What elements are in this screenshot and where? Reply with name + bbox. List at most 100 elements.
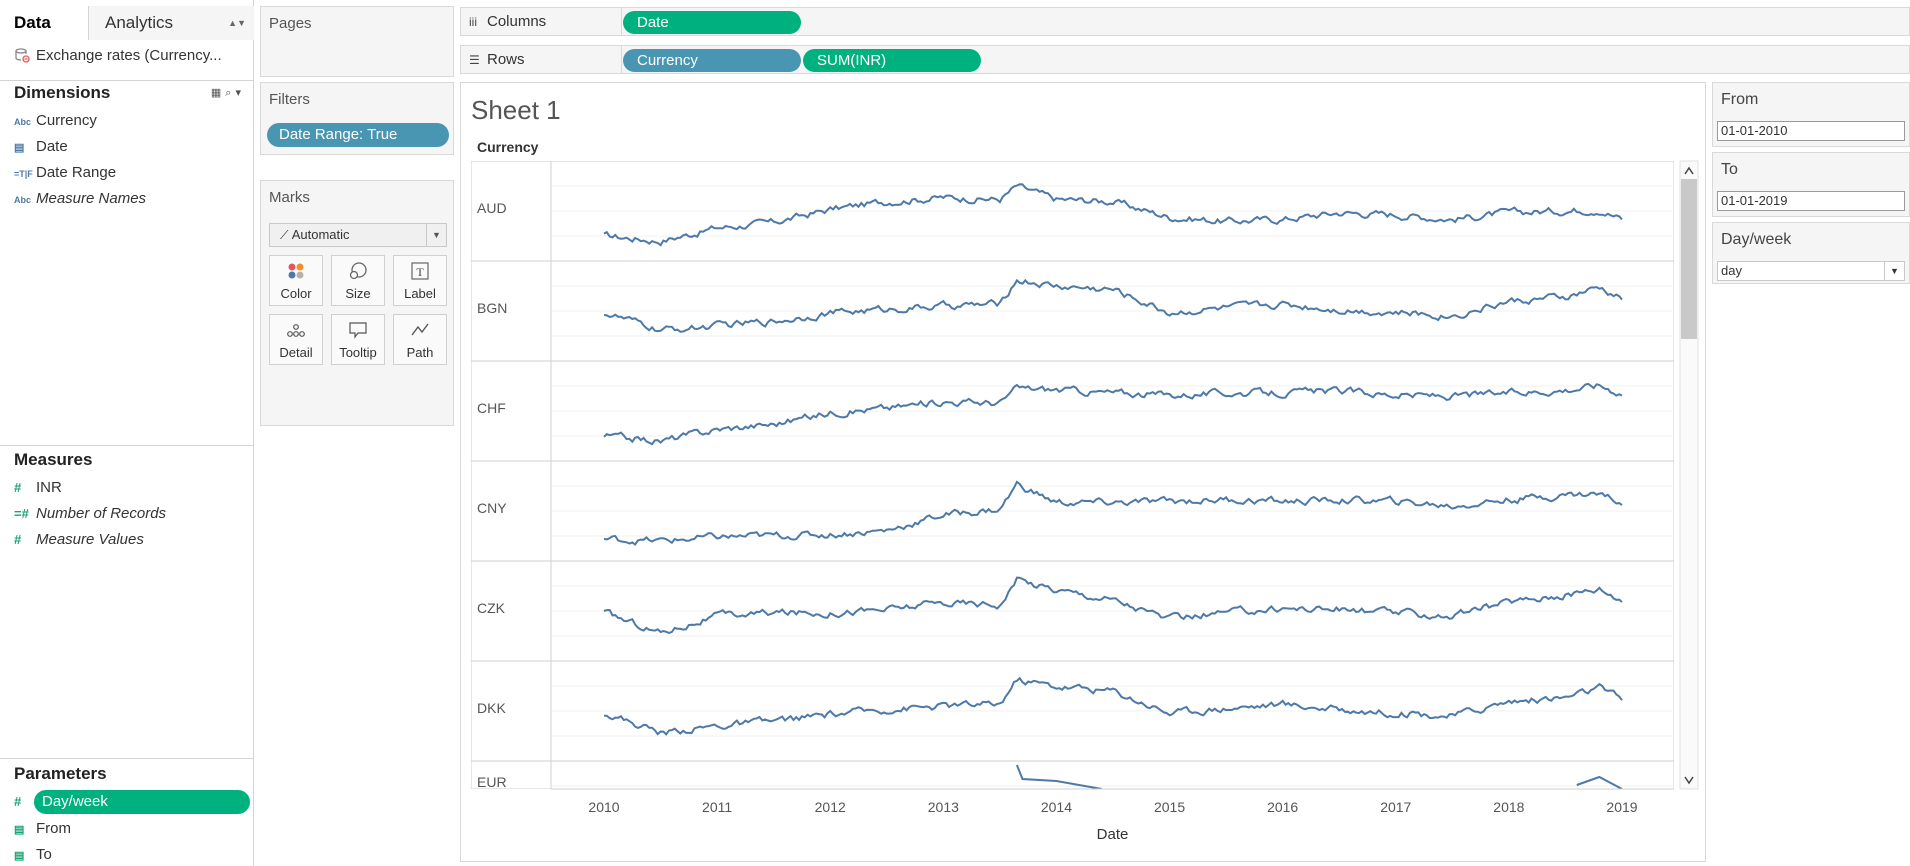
worksheet-view[interactable]: Sheet 1 Currency AUD BGN CHF CNY CZK DKK EUR 2…: [460, 82, 1706, 862]
menu-dropdown-icon[interactable]: ▾: [235, 87, 245, 99]
row-label-eur: EUR: [477, 774, 507, 790]
measure-number-of-records[interactable]: =# Number of Records: [14, 503, 166, 525]
dimension-measure-names[interactable]: Abc Measure Names: [14, 188, 146, 210]
from-parameter-title: From: [1721, 91, 1758, 109]
day-week-select[interactable]: day ▼: [1717, 261, 1905, 281]
filters-card[interactable]: Filters Date Range: True: [260, 82, 454, 155]
line-chart: AUDBGNCHFCNYCZKDKKEUR 2010 2011 2012 2013 20…: [461, 83, 1707, 863]
to-parameter-card: To 01-01-2019: [1712, 152, 1910, 217]
search-icon[interactable]: ⌕: [225, 87, 235, 99]
tab-analytics[interactable]: Analytics ▲▼: [89, 6, 254, 40]
columns-pill-date[interactable]: Date: [623, 11, 801, 34]
number-type-icon: =#: [14, 503, 36, 525]
parameters-title: Parameters: [14, 764, 107, 784]
scrollbar-thumb: [1681, 179, 1697, 339]
marks-title: Marks: [269, 189, 310, 206]
marks-path-button[interactable]: Path: [393, 314, 447, 365]
to-date-input[interactable]: 01-01-2019: [1717, 191, 1905, 211]
marks-size-button[interactable]: Size: [331, 255, 385, 306]
datasource-icon: [14, 47, 30, 63]
tab-analytics-label: Analytics: [105, 13, 173, 32]
rows-pill-currency[interactable]: Currency: [623, 49, 801, 72]
row-label-czk: CZK: [477, 600, 506, 616]
divider: [0, 758, 254, 759]
marks-detail-button[interactable]: Detail: [269, 314, 323, 365]
field-label: Date: [36, 138, 68, 155]
size-icon: [332, 262, 384, 286]
row-label-dkk: DKK: [477, 700, 506, 716]
field-label: INR: [36, 479, 62, 496]
shelf-divider: [621, 46, 622, 73]
dimension-date-range[interactable]: =T|F Date Range: [14, 162, 116, 184]
tab-data[interactable]: Data: [0, 6, 89, 40]
datasource-item[interactable]: Exchange rates (Currency...: [14, 44, 250, 68]
number-type-icon: #: [14, 791, 36, 813]
chevron-down-icon[interactable]: ▼: [426, 224, 446, 246]
string-type-icon: Abc: [14, 111, 36, 133]
x-tick-label: 2015: [1154, 799, 1185, 815]
marks-size-label: Size: [332, 286, 384, 301]
marks-color-button[interactable]: Color: [269, 255, 323, 306]
number-type-icon: #: [14, 529, 36, 551]
x-axis-title: Date: [1097, 826, 1129, 843]
detail-icon: [270, 321, 322, 345]
from-date-input[interactable]: 01-01-2010: [1717, 121, 1905, 141]
row-label-bgn: BGN: [477, 300, 507, 316]
rows-shelf-label: ☰ Rows: [469, 46, 525, 74]
field-label: Currency: [36, 112, 97, 129]
chart-panes: AUD BGN CHF CNY CZK DKK EUR: [471, 161, 1674, 861]
line-mark-icon: ⟋: [280, 228, 292, 242]
marks-label-label: Label: [394, 286, 446, 301]
color-icon: [270, 262, 322, 286]
parameter-day-week[interactable]: Day/week: [34, 790, 250, 814]
mark-type-value: Automatic: [292, 227, 350, 242]
chevron-down-icon[interactable]: ▼: [1884, 262, 1904, 280]
number-type-icon: #: [14, 477, 36, 499]
field-label: Number of Records: [36, 505, 166, 522]
columns-shelf[interactable]: iii Columns Date: [460, 7, 1910, 36]
updown-icon[interactable]: ▲▼: [228, 6, 246, 40]
x-tick-label: 2014: [1041, 799, 1072, 815]
marks-tooltip-button[interactable]: Tooltip: [331, 314, 385, 365]
datasource-name: Exchange rates (Currency...: [36, 47, 222, 64]
parameter-from[interactable]: ▤ From: [14, 818, 71, 840]
dimension-currency[interactable]: Abc Currency: [14, 110, 97, 132]
view-list-icon[interactable]: ▦: [211, 87, 225, 99]
measure-inr[interactable]: # INR: [14, 477, 62, 499]
marks-tooltip-label: Tooltip: [332, 345, 384, 360]
to-parameter-title: To: [1721, 161, 1738, 179]
measure-measure-values[interactable]: # Measure Values: [14, 529, 144, 551]
vertical-scrollbar: [1680, 161, 1698, 789]
parameter-to[interactable]: ▤ To: [14, 844, 52, 866]
dimension-date[interactable]: ▤ Date: [14, 136, 68, 158]
calendar-icon: ▤: [14, 819, 36, 841]
from-parameter-card: From 01-01-2010: [1712, 82, 1910, 147]
row-label-cny: CNY: [477, 500, 507, 516]
columns-label: Columns: [487, 13, 546, 30]
x-tick-label: 2019: [1606, 799, 1637, 815]
marks-color-label: Color: [270, 286, 322, 301]
filter-pill-date-range[interactable]: Date Range: True: [267, 123, 449, 147]
pages-card[interactable]: Pages: [260, 6, 454, 77]
dimensions-title: Dimensions: [14, 83, 110, 103]
row-label-chf: CHF: [477, 400, 506, 416]
day-week-value: day: [1721, 263, 1742, 278]
marks-label-button[interactable]: T Label: [393, 255, 447, 306]
string-type-icon: Abc: [14, 189, 36, 211]
rows-label: Rows: [487, 51, 525, 68]
filters-title: Filters: [269, 91, 310, 108]
rows-shelf[interactable]: ☰ Rows Currency SUM(INR): [460, 45, 1910, 74]
x-tick-label: 2017: [1380, 799, 1411, 815]
measures-title: Measures: [14, 450, 92, 470]
boolean-type-icon: =T|F: [14, 163, 36, 185]
rows-pill-sum-inr[interactable]: SUM(INR): [803, 49, 981, 72]
calendar-icon: ▤: [14, 845, 36, 866]
data-pane: Data Analytics ▲▼ Exchange rates (Currenc…: [0, 0, 254, 866]
mark-type-select[interactable]: ⟋ Automatic ▼: [269, 223, 447, 247]
x-tick-label: 2016: [1267, 799, 1298, 815]
row-label-aud: AUD: [477, 200, 507, 216]
field-label: To: [36, 846, 52, 863]
shelf-divider: [621, 8, 622, 35]
field-label: Date Range: [36, 164, 116, 181]
field-label: Measure Names: [36, 190, 146, 207]
